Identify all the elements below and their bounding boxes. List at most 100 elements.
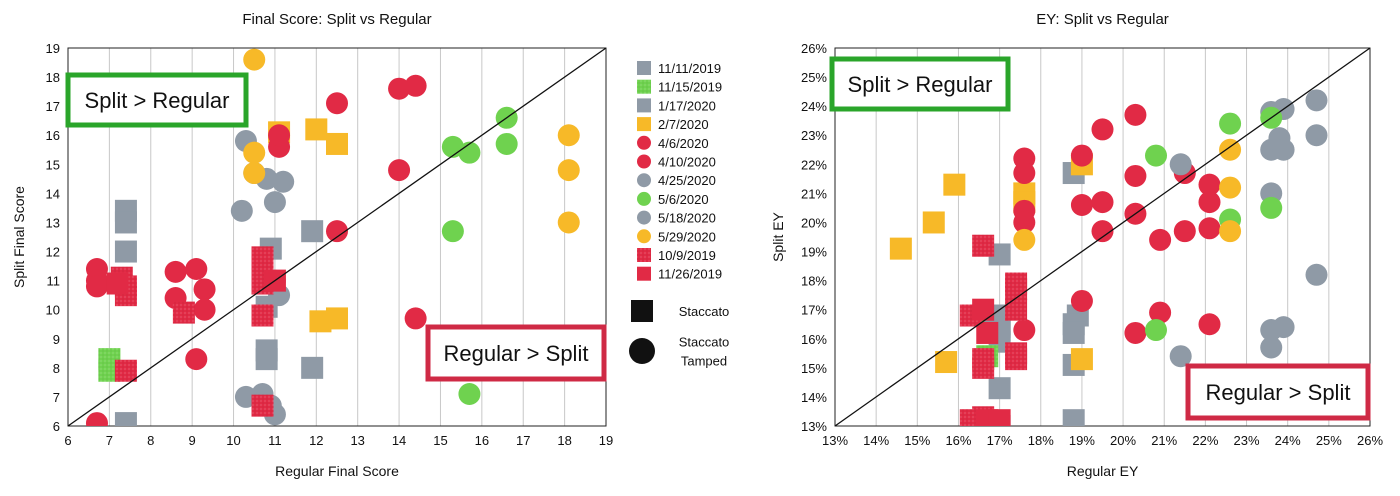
legend-label: 11/15/2019 bbox=[658, 80, 722, 95]
data-point-texture bbox=[972, 356, 995, 379]
x-tick-label: 14% bbox=[863, 433, 889, 448]
data-point-circle bbox=[557, 211, 580, 234]
x-tick-label: 13% bbox=[822, 433, 848, 448]
data-point-circle bbox=[1305, 263, 1328, 286]
x-tick-label: 12 bbox=[309, 433, 323, 448]
data-point-circle bbox=[1070, 194, 1093, 217]
legend-swatch bbox=[637, 229, 651, 244]
x-tick-label: 22% bbox=[1192, 433, 1218, 448]
x-tick-label: 21% bbox=[1151, 433, 1177, 448]
data-point-circle bbox=[1091, 191, 1114, 214]
x-tick-label: 18 bbox=[557, 433, 571, 448]
data-point-circle bbox=[1070, 144, 1093, 167]
x-tick-label: 25% bbox=[1316, 433, 1342, 448]
y-tick-label: 16% bbox=[801, 332, 827, 347]
data-point-texture bbox=[1005, 348, 1028, 371]
data-point-circle bbox=[388, 77, 411, 100]
data-point-circle bbox=[1219, 138, 1242, 161]
data-point-square bbox=[326, 307, 348, 330]
y-tick-label: 13% bbox=[801, 419, 827, 434]
legend-swatch bbox=[637, 61, 651, 75]
y-tick-label: 22% bbox=[801, 157, 827, 172]
y-axis-title: Split EY bbox=[770, 211, 786, 261]
data-point-square bbox=[889, 237, 912, 260]
legend-label: 4/6/2020 bbox=[658, 136, 709, 151]
y-axis-title: Split Final Score bbox=[11, 186, 27, 288]
x-tick-label: 23% bbox=[1234, 433, 1260, 448]
data-point-circle bbox=[1272, 316, 1295, 339]
annotation-box bbox=[1185, 363, 1371, 421]
reference-line bbox=[67, 47, 607, 427]
legend-swatch bbox=[637, 191, 651, 206]
legend-label: 11/26/2019 bbox=[658, 267, 722, 282]
data-point-square bbox=[988, 377, 1011, 400]
data-point-circle bbox=[1198, 217, 1221, 240]
y-tick-label: 25% bbox=[801, 70, 827, 85]
x-tick-label: 19 bbox=[599, 433, 613, 448]
data-point-circle bbox=[1149, 301, 1172, 324]
x-tick-label: 8 bbox=[147, 433, 154, 448]
x-tick-label: 20% bbox=[1110, 433, 1136, 448]
data-point-circle bbox=[1013, 162, 1036, 185]
data-point-circle bbox=[1305, 124, 1328, 147]
data-point-circle bbox=[1305, 89, 1328, 112]
annotation-text: Split > Regular bbox=[85, 88, 230, 113]
legend: 11/11/2019 11/15/2019 1/17/2020 2/7/2020 4/6… bbox=[629, 61, 729, 369]
y-tick-label: 26% bbox=[801, 41, 827, 56]
data-point-circle bbox=[1260, 336, 1283, 359]
x-tick-label: 24% bbox=[1275, 433, 1301, 448]
data-point-circle bbox=[185, 257, 208, 280]
data-point-square bbox=[114, 412, 137, 426]
data-point-square bbox=[114, 240, 137, 263]
ey-chart: EY: Split vs Regular 13% 14% 15% 16% 17% 18% 19… bbox=[770, 11, 1383, 479]
legend-label: 1/17/2020 bbox=[658, 98, 716, 113]
y-tick-label: 9 bbox=[53, 332, 60, 347]
data-point-circle bbox=[557, 124, 580, 147]
x-tick-label: 14 bbox=[392, 433, 406, 448]
data-point-square bbox=[935, 351, 958, 374]
chart-title: Final Score: Split vs Regular bbox=[242, 11, 431, 28]
data-point-circle bbox=[326, 220, 348, 243]
data-point-circle bbox=[263, 191, 286, 214]
data-point-circle bbox=[1013, 319, 1036, 342]
legend-label: 5/29/2020 bbox=[658, 229, 716, 244]
data-point-circle bbox=[164, 260, 187, 283]
legend-swatch bbox=[637, 135, 651, 150]
x-axis-title: Regular Final Score bbox=[275, 463, 399, 479]
data-point-square bbox=[326, 132, 348, 155]
shape-key-label: Staccato bbox=[679, 335, 730, 350]
legend-label: 10/9/2019 bbox=[658, 248, 716, 263]
data-point-texture bbox=[1005, 298, 1028, 321]
x-tick-label: 10 bbox=[226, 433, 240, 448]
legend-label: 4/10/2020 bbox=[658, 155, 716, 170]
data-point-texture bbox=[172, 301, 195, 324]
x-tick-label: 16% bbox=[945, 433, 971, 448]
annotation-text: Regular > Split bbox=[1206, 380, 1351, 405]
reference-line bbox=[834, 47, 1371, 427]
data-point-square bbox=[976, 321, 999, 344]
annotation-box bbox=[425, 324, 607, 382]
y-tick-label: 14 bbox=[46, 186, 60, 201]
data-point-square bbox=[305, 118, 328, 141]
data-point-square bbox=[988, 409, 1011, 426]
annotation-text: Split > Regular bbox=[848, 72, 993, 97]
legend-swatch bbox=[637, 266, 651, 281]
y-tick-label: 12 bbox=[46, 245, 60, 260]
legend-swatch bbox=[637, 210, 651, 225]
x-tick-label: 9 bbox=[189, 433, 196, 448]
data-point-circle bbox=[1169, 153, 1192, 176]
data-point-circle bbox=[243, 141, 266, 164]
data-point-circle bbox=[268, 124, 291, 147]
data-point-circle bbox=[85, 275, 108, 298]
data-point-square bbox=[1062, 409, 1085, 426]
data-point-circle bbox=[1198, 191, 1221, 214]
data-point-square bbox=[309, 310, 332, 333]
data-point-circle bbox=[1124, 103, 1147, 126]
data-point-circle bbox=[230, 199, 253, 222]
final-score-chart: Final Score: Split vs Regular 6 7 8 9 10 11 12 1… bbox=[11, 11, 613, 479]
legend-swatch-texture bbox=[637, 79, 651, 94]
y-tick-label: 24% bbox=[801, 99, 827, 114]
x-tick-label: 7 bbox=[106, 433, 113, 448]
x-tick-label: 26% bbox=[1357, 433, 1383, 448]
y-tick-label: 16 bbox=[46, 128, 60, 143]
